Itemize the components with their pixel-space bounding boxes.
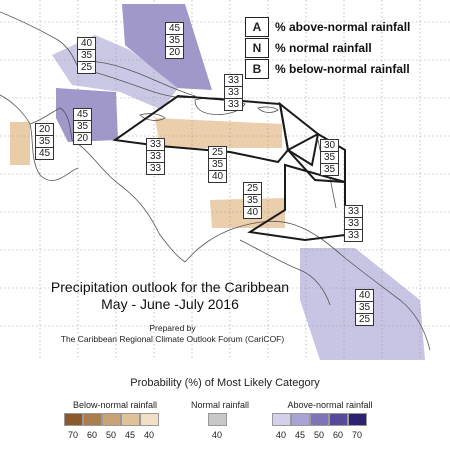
normal-value: 35 [208,159,227,171]
scale-above-tick: 70 [351,430,362,440]
probability-box-windward: 33 33 33 [344,205,363,242]
zone-outlines [112,94,346,242]
scale-above-tick: 60 [332,430,343,440]
yucatan-coast [29,107,73,141]
normal-value: 35 [243,195,262,207]
puerto-rico-coast [257,106,279,113]
scale-below-swatch [83,413,102,426]
scale-above-label: Above-normal rainfall [287,400,373,410]
zone-greater-antilles [112,94,290,164]
map-title: Precipitation outlook for the Caribbean [50,279,290,295]
zone-eastern-caribbean [278,101,320,167]
above-value: 20 [35,123,54,136]
scale-below-swatch [64,413,83,426]
below-value: 25 [355,314,374,326]
credit-prepared-by: Prepared by [149,323,196,333]
scale-below-tick: 45 [124,430,135,440]
probability-box-bahamas: 45 35 20 [165,22,184,59]
normal-value: 35 [355,302,374,314]
scale-above-tick: 50 [313,430,324,440]
gulf-coast [0,94,79,181]
scale-normal-label: Normal rainfall [190,400,250,410]
scale-below-swatch [102,413,121,426]
normal-value: 33 [344,218,363,230]
scale-above-tick: 45 [294,430,305,440]
scale-normal-tick: 40 [211,430,222,440]
above-value: 30 [320,139,339,152]
below-value: 40 [208,171,227,183]
coastlines [0,11,431,351]
above-value: 33 [146,138,165,151]
scale-below-tick: 70 [67,430,78,440]
region-mexico-below [10,122,30,165]
key-letter: A [245,17,269,37]
scale-above-swatch [310,413,329,426]
below-value: 25 [77,62,96,74]
below-value: 35 [320,164,339,176]
above-value: 45 [165,22,184,35]
probability-box-jamaica: 33 33 33 [146,138,165,175]
probability-box-abc-islands: 25 35 40 [243,182,262,219]
scale-above-swatch [348,413,367,426]
south-america-coast [184,220,431,351]
key-letter: B [245,59,269,79]
above-value: 25 [243,182,262,195]
scale-below-swatch [140,413,159,426]
normal-value: 33 [146,151,165,163]
below-value: 20 [73,133,92,145]
probability-box-cuba: 40 35 25 [77,37,96,74]
key-text: % below-normal rainfall [275,62,410,76]
key-text: % above-normal rainfall [275,20,411,34]
above-value: 33 [344,205,363,218]
normal-value: 35 [77,50,96,62]
credit-organization: The Caribbean Regional Climate Outlook F… [60,334,285,344]
scale-above-swatch [291,413,310,426]
probability-box-turks-caicos: 33 33 33 [224,74,243,111]
above-value: 40 [77,37,96,50]
above-value: 45 [73,108,92,121]
probability-box-mexico: 20 35 45 [35,123,54,160]
normal-value: 35 [35,136,54,148]
above-value: 33 [224,74,243,87]
region-hispaniola-below [155,118,282,148]
probability-box-hispaniola: 25 35 40 [208,146,227,183]
normal-value: 35 [320,152,339,164]
cuba-coast [84,61,197,98]
hispaniola-coast [194,97,246,115]
below-value: 45 [35,148,54,160]
probability-box-leeward: 30 35 35 [320,139,339,176]
scale-above-tick: 40 [275,430,286,440]
below-value: 33 [146,163,165,175]
scale-below-tick: 50 [105,430,116,440]
key-above: A % above-normal rainfall [245,17,410,37]
probability-box-guianas: 40 35 25 [355,289,374,326]
key-letter: N [245,38,269,58]
scale-below-tick: 60 [86,430,97,440]
key-below: B % below-normal rainfall [245,59,410,79]
probability-box-belize: 45 35 20 [73,108,92,145]
below-value: 40 [243,207,262,219]
zone-south-caribbean [247,163,346,242]
central-america-coast [71,139,186,263]
above-value: 25 [208,146,227,159]
normal-value: 35 [165,35,184,47]
key-text: % normal rainfall [275,41,372,55]
scale-below-tick: 40 [143,430,154,440]
venezuela-inland [239,239,331,306]
normal-value: 33 [224,87,243,99]
normal-value: 35 [73,121,92,133]
below-value: 33 [224,99,243,111]
scale-above-swatch [329,413,348,426]
key-normal: N % normal rainfall [245,38,372,58]
map-subtitle: May - June -July 2016 [101,296,239,312]
above-value: 40 [355,289,374,302]
scale-normal-swatch [208,413,227,426]
zone-windward [286,132,346,184]
scale-title: Probability (%) of Most Likely Category [130,377,320,389]
below-value: 20 [165,47,184,59]
scale-below-label: Below-normal rainfall [72,400,158,410]
scale-below-swatch [121,413,140,426]
scale-above-swatch [272,413,291,426]
below-value: 33 [344,230,363,242]
